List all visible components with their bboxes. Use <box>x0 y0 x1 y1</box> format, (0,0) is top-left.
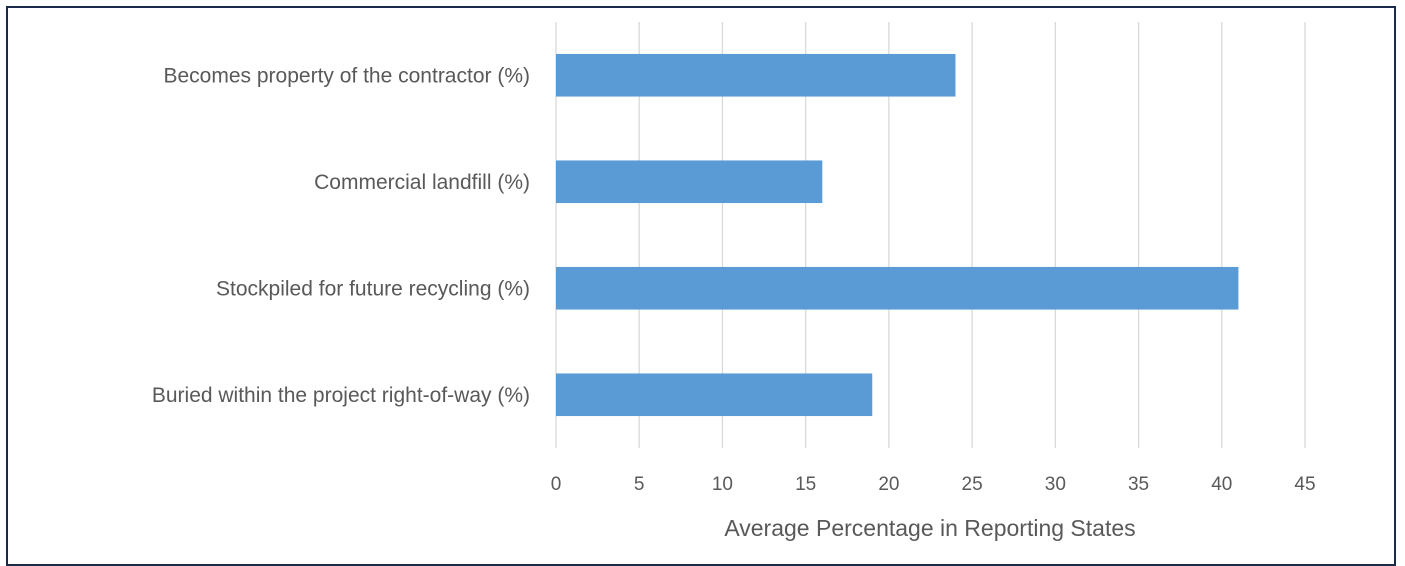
x-tick-label: 20 <box>878 474 899 495</box>
bar <box>556 373 873 417</box>
category-label: Becomes property of the contractor (%) <box>164 64 531 87</box>
x-tick-label: 45 <box>1294 474 1315 495</box>
x-tick-label: 30 <box>1045 474 1066 495</box>
bar <box>556 266 1239 310</box>
bar <box>556 160 823 204</box>
x-tick-label: 15 <box>795 474 816 495</box>
x-tick-labels: 0 5 10 15 20 25 30 35 40 45 <box>551 474 1316 495</box>
x-tick-label: 40 <box>1211 474 1232 495</box>
bars <box>556 53 1239 417</box>
x-axis-title: Average Percentage in Reporting States <box>724 515 1135 541</box>
category-label: Stockpiled for future recycling (%) <box>216 277 530 300</box>
category-label: Buried within the project right-of-way (… <box>152 384 530 407</box>
x-tick-label: 25 <box>962 474 983 495</box>
bar-chart: Becomes property of the contractor (%) Co… <box>152 22 1316 541</box>
category-labels: Becomes property of the contractor (%) Co… <box>152 64 530 407</box>
bar <box>556 53 956 97</box>
x-tick-label: 5 <box>634 474 645 495</box>
x-tick-label: 0 <box>551 474 562 495</box>
category-label: Commercial landfill (%) <box>314 171 530 194</box>
x-tick-label: 10 <box>712 474 733 495</box>
x-tick-label: 35 <box>1128 474 1149 495</box>
